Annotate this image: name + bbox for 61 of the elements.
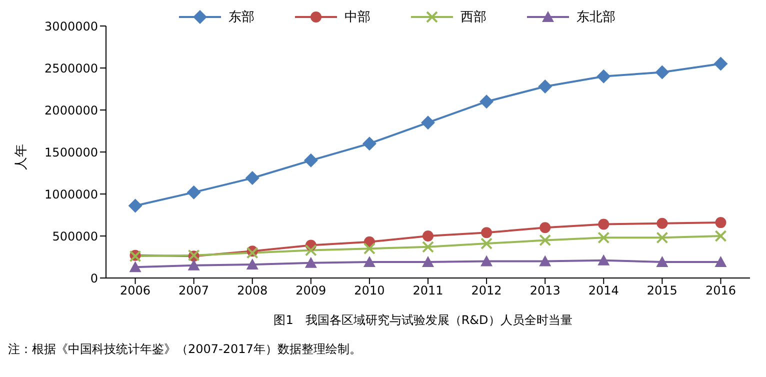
point [596,69,611,84]
point [656,232,668,244]
x-tick-label: 2016 [705,284,736,298]
y-tick-label: 2000000 [44,103,98,118]
point [656,218,668,229]
point [540,222,551,234]
point [421,116,435,130]
point [481,227,492,238]
x-tick-label: 2007 [178,284,210,298]
point [246,258,258,270]
x-tick-label: 2006 [120,284,151,298]
point [363,256,376,268]
point [715,217,726,228]
y-axis-title: 人年 [13,144,30,170]
legend-label: 东北部 [576,9,616,26]
point [128,198,142,213]
point [480,94,494,109]
x-tick-label: 2013 [530,284,560,298]
legend-label: 中部 [344,9,370,26]
point [304,153,318,168]
x-tick-label: 2014 [588,284,619,298]
y-tick-label: 0 [90,271,98,286]
x-tick-label: 2009 [296,284,326,298]
point [422,240,434,253]
y-tick-label: 500000 [52,229,98,244]
point [480,238,493,250]
point [422,256,434,268]
point [714,256,727,268]
point [538,79,552,94]
x-tick-label: 2015 [646,284,678,298]
legend-label: 西部 [460,9,486,26]
point [363,242,376,255]
point [598,254,610,266]
x-tick-label: 2010 [354,284,385,298]
x-tick-label: 2008 [237,284,268,298]
point [598,218,610,230]
point [539,234,552,246]
point [362,136,376,151]
point [422,230,434,242]
point [304,244,317,256]
point [186,185,201,200]
point [245,171,260,186]
y-tick-label: 1500000 [44,145,98,160]
x-tick-label: 2012 [471,284,502,298]
point [188,259,200,270]
y-tick-label: 1000000 [44,187,98,202]
point [480,255,493,266]
y-tick-label: 3000000 [44,19,98,34]
text: 图1 我国各区域研究与试验发展（R&D）人员全时当量 [272,312,574,329]
point [656,256,668,268]
y-tick-label: 2500000 [44,61,98,76]
point [598,232,610,244]
x-tick-label: 2011 [412,284,444,298]
legend-label: 东部 [228,9,254,26]
point [129,261,142,272]
point [714,56,728,71]
point [304,256,317,268]
point [714,230,727,242]
point [655,65,670,80]
point [539,255,552,266]
text: 注：根据《中国科技统计年鉴》（2007-2017年）数据整理绘制。 [8,341,362,358]
